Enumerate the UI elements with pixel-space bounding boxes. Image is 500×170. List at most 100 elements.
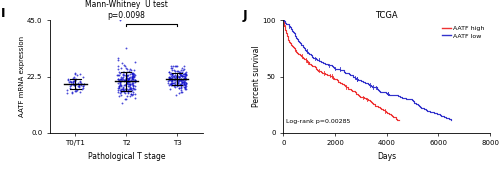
Text: J: J	[242, 9, 247, 22]
Point	[180, 83, 188, 86]
Point	[114, 85, 122, 88]
Point	[164, 71, 172, 74]
Point	[182, 76, 190, 79]
Point	[120, 64, 128, 67]
Point	[168, 69, 176, 71]
Point	[168, 80, 175, 83]
Point	[130, 60, 138, 63]
Point	[128, 81, 136, 84]
Point	[124, 79, 132, 81]
Point	[125, 69, 133, 72]
Point	[70, 78, 78, 81]
Point	[118, 94, 126, 97]
Point	[178, 67, 186, 69]
Point	[172, 78, 180, 81]
Point	[172, 83, 179, 86]
Point	[180, 81, 188, 83]
Point	[126, 76, 134, 79]
Point	[127, 68, 135, 71]
Point	[120, 89, 128, 91]
Point	[180, 83, 188, 86]
Point	[126, 79, 134, 81]
Point	[164, 78, 172, 81]
Point	[180, 80, 188, 83]
Point	[130, 74, 138, 77]
Point	[166, 76, 174, 79]
Point	[130, 87, 138, 90]
Point	[180, 73, 188, 75]
Point	[174, 76, 182, 79]
Point	[114, 86, 122, 89]
Point	[121, 79, 129, 82]
Point	[124, 88, 132, 91]
Point	[114, 91, 122, 94]
Point	[166, 77, 173, 80]
Point	[123, 95, 131, 97]
Point	[174, 84, 182, 86]
Text: I: I	[1, 7, 6, 20]
Point	[180, 86, 188, 88]
Point	[130, 74, 138, 77]
Point	[120, 64, 128, 67]
Point	[180, 82, 188, 85]
Point	[182, 72, 190, 75]
Point	[129, 78, 137, 80]
Point	[79, 84, 87, 87]
Point	[116, 83, 124, 86]
Point	[168, 66, 176, 69]
Point	[182, 78, 190, 81]
Point	[69, 81, 77, 84]
Point	[180, 69, 188, 72]
Point	[114, 57, 122, 60]
Point	[126, 83, 134, 86]
Point	[182, 73, 190, 76]
Point	[68, 80, 76, 83]
Point	[124, 79, 132, 82]
Point	[126, 90, 134, 93]
Point	[119, 86, 127, 88]
Point	[68, 92, 76, 95]
Point	[128, 77, 136, 80]
Point	[117, 85, 125, 88]
Point	[124, 91, 132, 94]
Point	[180, 68, 188, 71]
Point	[123, 76, 131, 79]
Point	[114, 64, 122, 67]
Point	[114, 78, 122, 80]
Point	[128, 93, 136, 96]
Point	[176, 76, 184, 78]
Point	[180, 78, 188, 81]
Point	[130, 84, 138, 87]
Point	[124, 73, 132, 76]
Point	[174, 79, 182, 82]
Point	[170, 69, 178, 72]
Point	[177, 73, 185, 76]
Point	[175, 87, 183, 90]
Point	[178, 72, 186, 75]
Point	[128, 82, 136, 85]
Point	[166, 78, 174, 80]
Point	[176, 79, 184, 82]
Point	[169, 75, 177, 78]
Point	[178, 79, 186, 82]
Point	[116, 88, 124, 91]
Point	[166, 77, 174, 80]
Point	[167, 78, 175, 80]
Point	[168, 82, 175, 85]
Point	[129, 75, 137, 78]
Point	[114, 85, 122, 87]
Point	[168, 67, 175, 70]
Point	[168, 83, 176, 86]
Point	[167, 65, 175, 68]
Point	[122, 88, 130, 90]
Point	[120, 91, 128, 93]
Point	[171, 86, 179, 89]
Point	[177, 78, 185, 80]
Point	[122, 67, 130, 70]
Point	[76, 91, 84, 94]
Point	[70, 89, 78, 92]
Point	[172, 94, 179, 97]
Point	[124, 78, 132, 80]
Point	[69, 77, 77, 80]
Point	[129, 72, 137, 75]
